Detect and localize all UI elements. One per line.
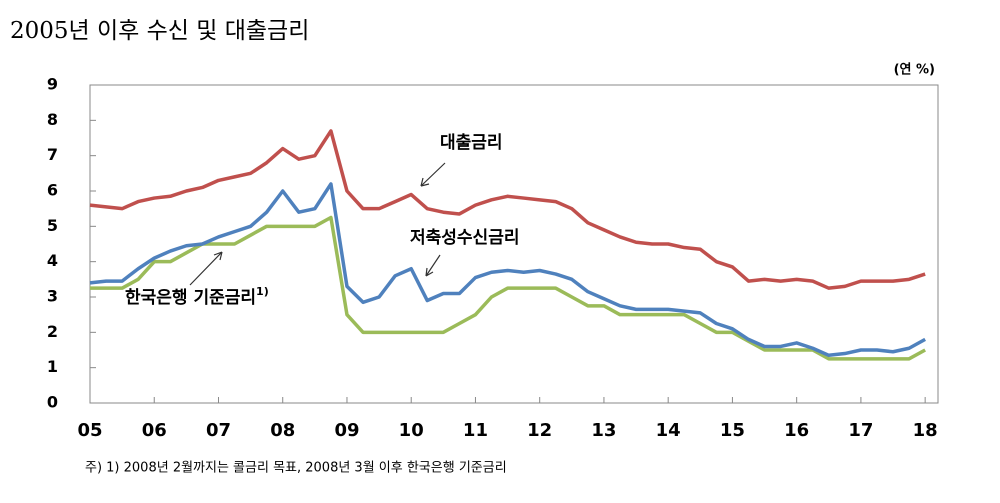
x-tick-label: 12 — [527, 420, 552, 441]
y-tick-label: 5 — [47, 216, 58, 235]
series-label: 한국은행 기준금리1) — [125, 285, 269, 308]
y-tick-label: 3 — [47, 287, 58, 306]
x-tick-label: 14 — [656, 420, 681, 441]
unit-label: (연 %) — [894, 63, 935, 78]
y-tick-label: 1 — [47, 357, 58, 376]
series-label: 대출금리 — [440, 133, 503, 153]
series-line — [89, 129, 926, 290]
note-marker: 1) — [256, 285, 269, 298]
x-tick-label: 11 — [463, 420, 488, 441]
x-tick-label: 10 — [399, 420, 424, 441]
x-tick-label: 06 — [142, 420, 167, 441]
x-tick-label: 09 — [334, 420, 359, 441]
arrow — [425, 254, 441, 277]
x-tick-label: 08 — [270, 420, 295, 441]
y-tick-label: 6 — [47, 181, 58, 200]
annotation-arrows — [189, 162, 446, 286]
chart-title: 2005년 이후 수신 및 대출금리 — [10, 18, 309, 44]
y-tick-label: 0 — [47, 393, 58, 412]
x-tick-label: 07 — [206, 420, 231, 441]
y-tick-label: 4 — [47, 251, 58, 270]
arrow — [189, 251, 223, 286]
footnote: 주) 1) 2008년 2월까지는 콜금리 목표, 2008년 3월 이후 한국… — [85, 460, 507, 476]
x-tick-label: 18 — [913, 420, 938, 441]
y-tick-label: 9 — [47, 75, 58, 94]
series-line — [90, 215, 926, 361]
x-tick-label: 15 — [720, 420, 745, 441]
y-tick-label: 7 — [47, 145, 58, 164]
plot-frame — [89, 84, 939, 404]
series-line — [89, 182, 926, 358]
series-label: 저축성수신금리 — [410, 228, 519, 248]
x-tick-label: 13 — [591, 420, 616, 441]
x-tick-label: 17 — [848, 420, 873, 441]
arrow — [420, 162, 446, 187]
x-tick-label: 05 — [77, 420, 102, 441]
y-tick-label: 8 — [47, 110, 58, 129]
x-tick-label: 16 — [784, 420, 809, 441]
y-tick-label: 2 — [47, 322, 58, 341]
